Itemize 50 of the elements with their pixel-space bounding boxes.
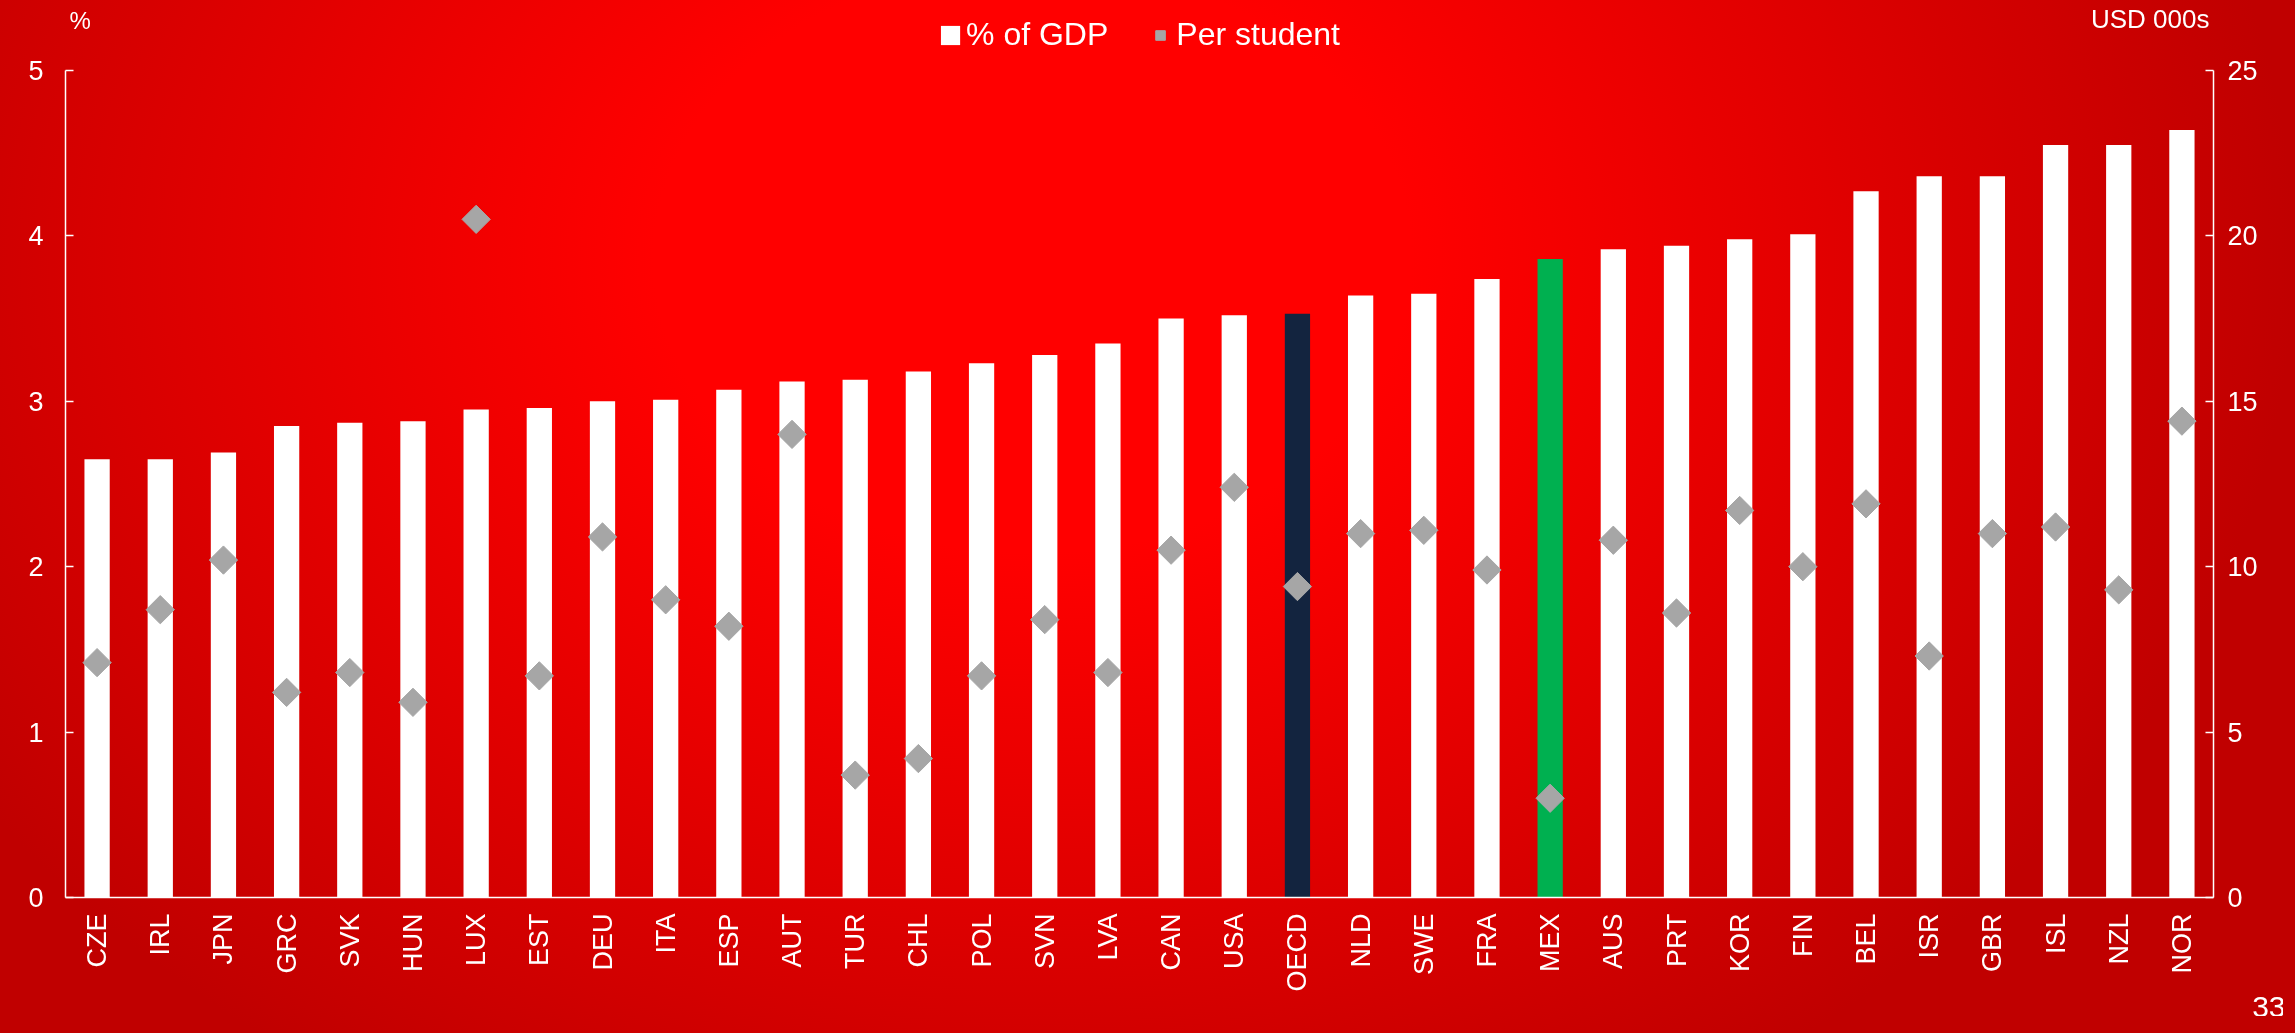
x-tick-label: KOR bbox=[1724, 913, 1755, 973]
x-tick-label: LUX bbox=[461, 913, 492, 967]
x-tick-label: IRL bbox=[145, 913, 176, 956]
y-tick-label: 0 bbox=[28, 883, 44, 913]
x-tick-label: HUN bbox=[397, 913, 428, 972]
x-tick-label: OECD bbox=[1282, 913, 1313, 992]
x-tick-label: JPN bbox=[208, 913, 239, 965]
x-tick-label: ISR bbox=[1914, 913, 1945, 959]
legend-label: Per student bbox=[1176, 16, 1340, 53]
x-tick-label: CZE bbox=[82, 913, 113, 968]
y-axis-title: % bbox=[69, 7, 91, 34]
x-tick-label: ITA bbox=[650, 913, 681, 954]
x-tick-label: BEL bbox=[1851, 913, 1882, 965]
y2-tick-label: 10 bbox=[2227, 552, 2258, 583]
y-tick-label: 1 bbox=[28, 717, 44, 748]
x-tick-label: EST bbox=[524, 913, 555, 967]
x-tick-label: DEU bbox=[587, 913, 618, 971]
x-tick-label: GRC bbox=[271, 913, 302, 974]
y2-tick-label: 15 bbox=[2227, 386, 2258, 417]
y-tick-label: 4 bbox=[28, 221, 44, 252]
y-tick-label: 2 bbox=[28, 552, 44, 583]
y2-tick-label: 0 bbox=[2227, 883, 2243, 913]
x-tick-label: ISL bbox=[2040, 913, 2071, 955]
x-tick-label: FRA bbox=[1471, 913, 1502, 968]
x-tick-label: PRT bbox=[1661, 913, 1692, 968]
x-tick-label: USA bbox=[1219, 913, 1250, 970]
x-tick-label: SVK bbox=[334, 913, 365, 968]
x-tick-label: CHL bbox=[903, 913, 934, 968]
x-tick-label: MEX bbox=[1535, 913, 1566, 973]
y2-tick-label: 5 bbox=[2227, 717, 2243, 748]
x-tick-label: AUS bbox=[1598, 913, 1629, 970]
x-tick-label: LVA bbox=[1092, 913, 1123, 961]
x-tick-label: ESP bbox=[713, 913, 744, 968]
x-tick-label: NLD bbox=[1345, 913, 1376, 968]
y-tick-label: 3 bbox=[28, 386, 44, 417]
y2-tick-label: 20 bbox=[2227, 221, 2258, 252]
y2-axis-title: USD 000s bbox=[2091, 3, 2210, 34]
x-tick-label: CAN bbox=[1156, 913, 1187, 971]
x-tick-label: FIN bbox=[1787, 913, 1818, 957]
x-tick-label: GBR bbox=[1977, 913, 2008, 973]
legend-label: % of GDP bbox=[966, 16, 1109, 53]
x-tick-label: NZL bbox=[2103, 913, 2134, 965]
x-tick-label: TUR bbox=[840, 913, 871, 969]
x-tick-label: SVN bbox=[1029, 913, 1060, 970]
x-tick-label: NOR bbox=[2166, 913, 2197, 974]
x-tick-label: SWE bbox=[1408, 913, 1439, 975]
x-tick-label: POL bbox=[966, 913, 997, 968]
x-tick-label: AUT bbox=[777, 913, 808, 968]
y2-tick-label: 25 bbox=[2227, 56, 2258, 86]
y-tick-label: 5 bbox=[28, 56, 44, 86]
